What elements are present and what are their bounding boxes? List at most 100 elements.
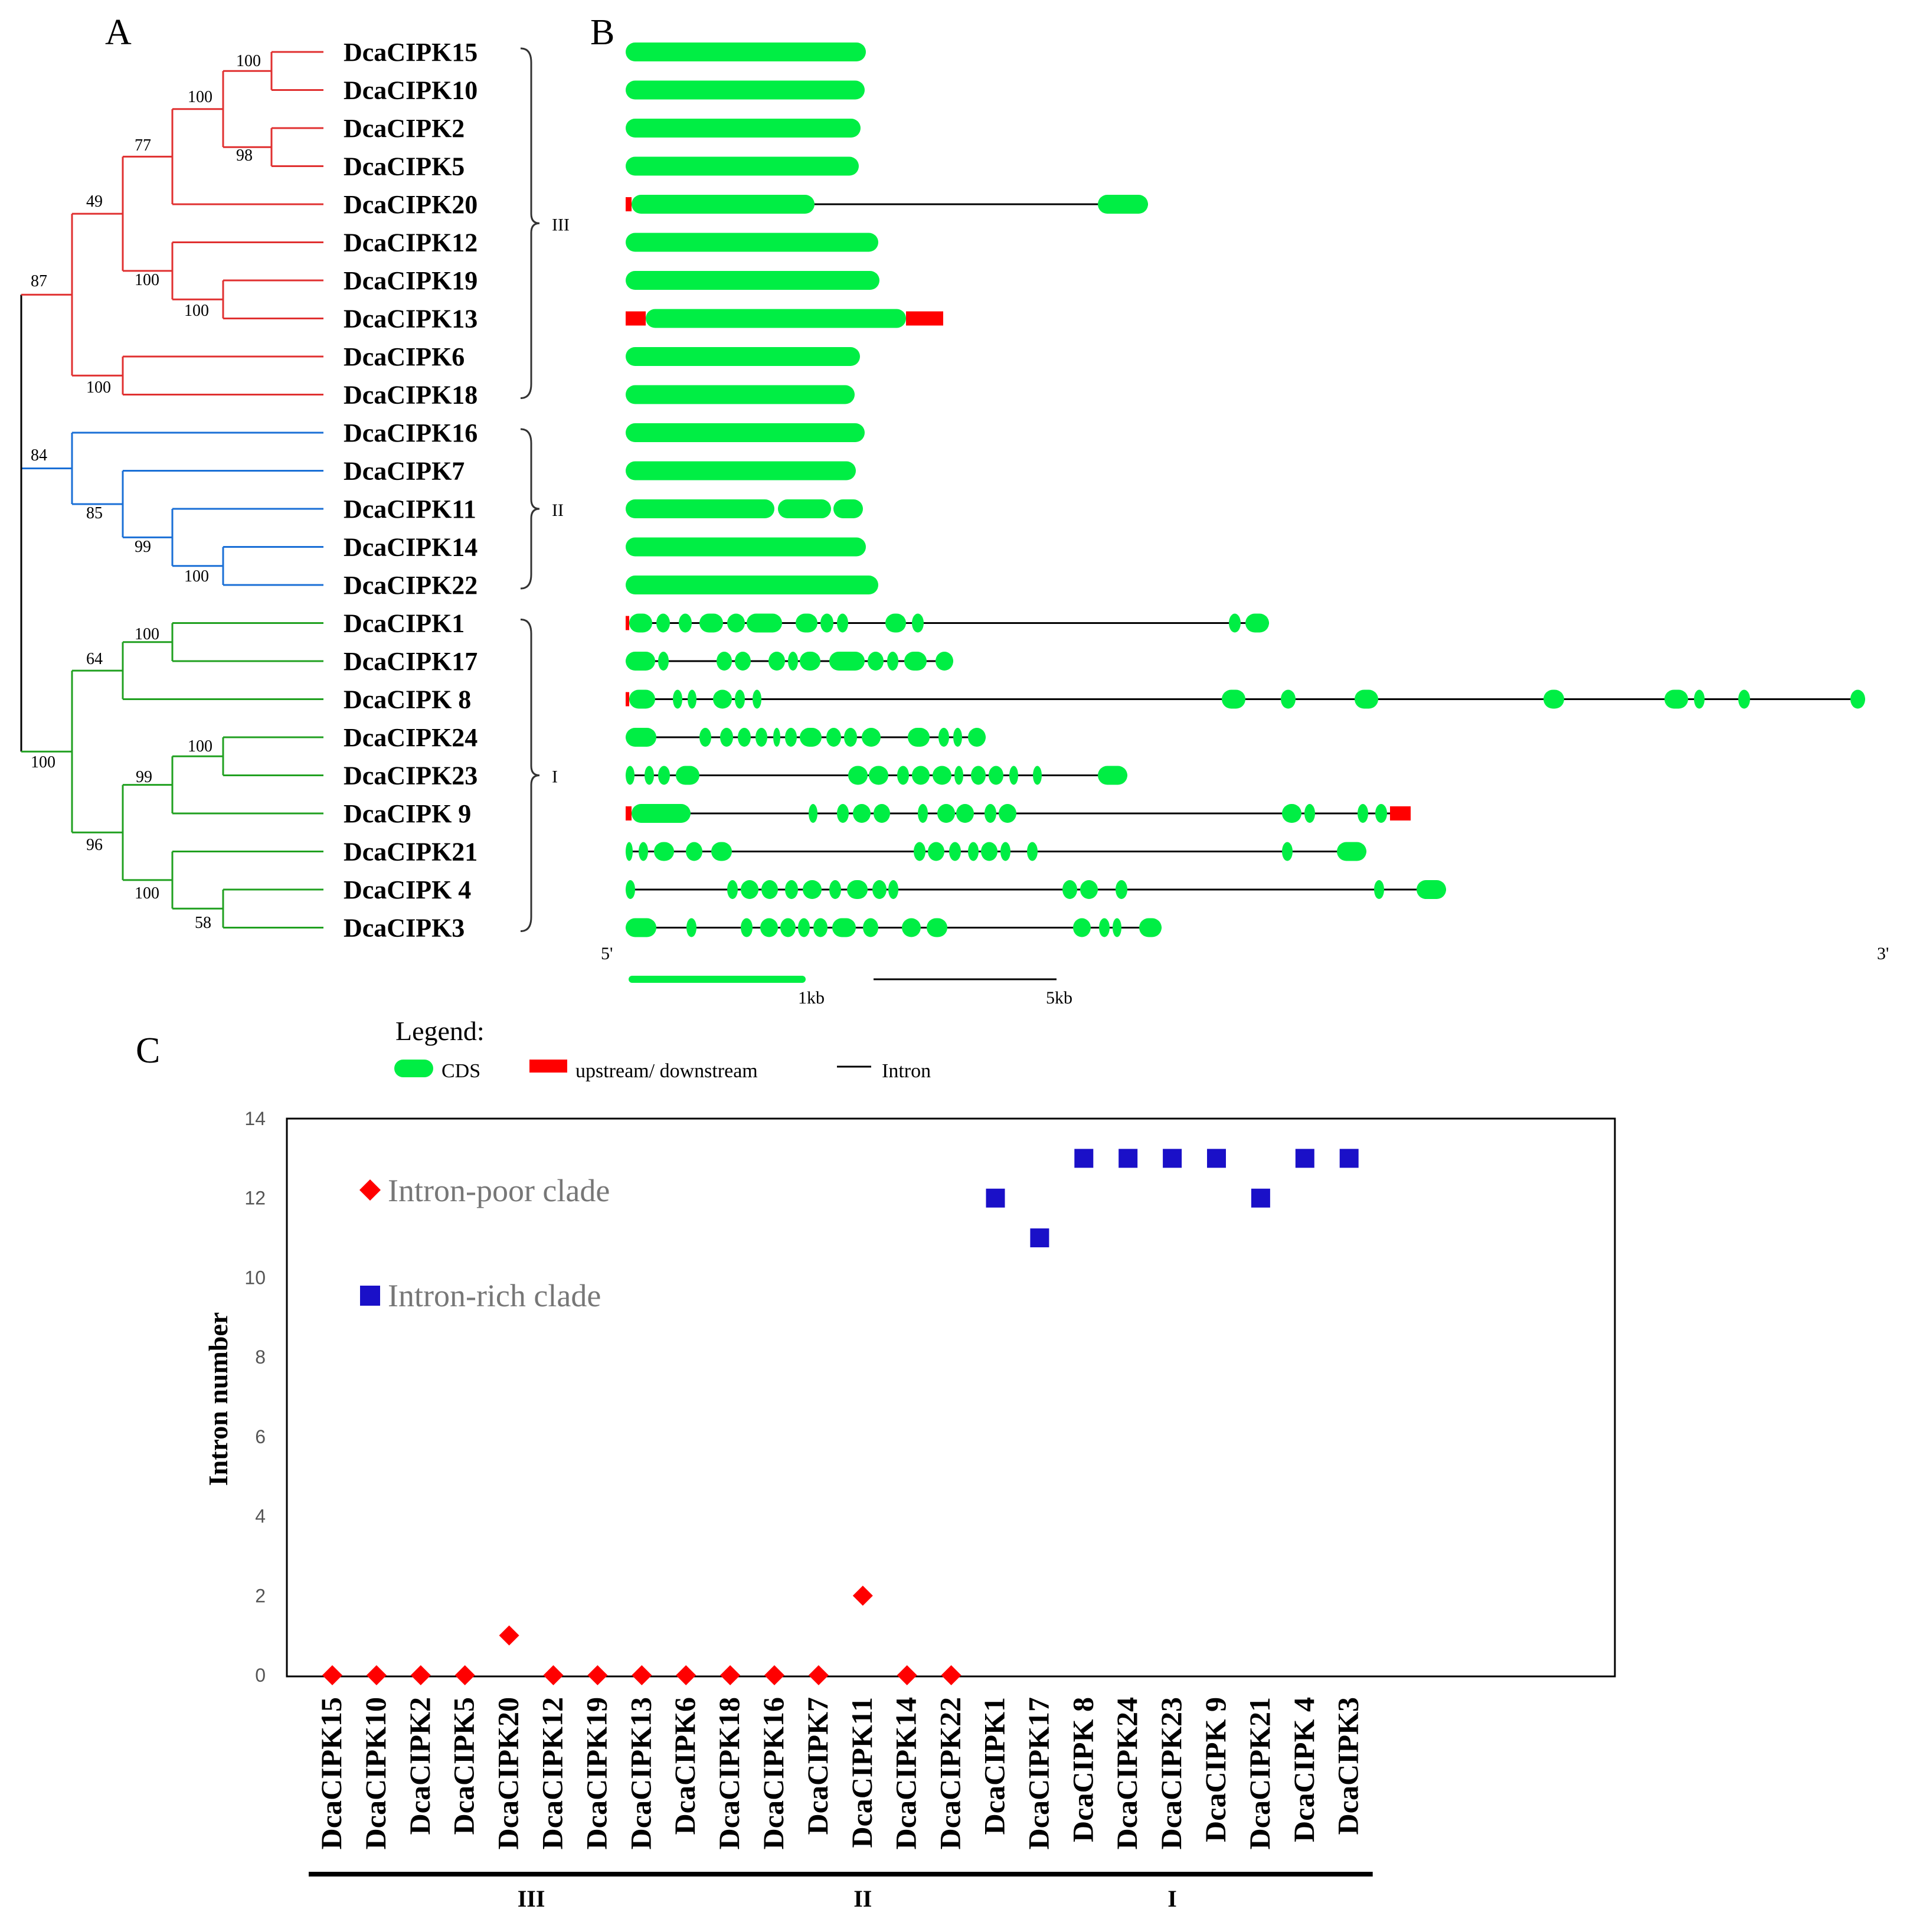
clade-bracket bbox=[520, 47, 540, 399]
bootstrap-label: 87 bbox=[31, 272, 47, 290]
cds-block bbox=[1738, 689, 1750, 709]
cds-block bbox=[761, 880, 778, 899]
bootstrap-label: 49 bbox=[86, 192, 103, 211]
cds-block bbox=[820, 613, 833, 633]
gene-label: DcaCIPK12 bbox=[344, 228, 477, 257]
x-tick-label: DcaCIPK10 bbox=[359, 1697, 392, 1849]
x-tick-label: DcaCIPK19 bbox=[580, 1697, 613, 1849]
cds-block bbox=[933, 766, 951, 785]
cds-block bbox=[1358, 804, 1368, 823]
gene-label: DcaCIPK 9 bbox=[344, 799, 471, 828]
cds-block bbox=[829, 652, 865, 671]
x-tick-label: DcaCIPK 4 bbox=[1287, 1697, 1320, 1842]
cds-block bbox=[646, 309, 906, 328]
bootstrap-label: 100 bbox=[135, 625, 159, 643]
bootstrap-label: 100 bbox=[31, 753, 55, 772]
cds-block bbox=[1694, 689, 1705, 709]
cds-block bbox=[1375, 804, 1387, 823]
gene-label: DcaCIPK22 bbox=[344, 571, 477, 600]
x-tick-label: DcaCIPK3 bbox=[1332, 1697, 1365, 1835]
cds-block bbox=[927, 918, 947, 937]
cds-block bbox=[956, 804, 974, 823]
cds-block bbox=[853, 804, 871, 823]
x-tick-label: DcaCIPK22 bbox=[934, 1697, 967, 1849]
x-tick-label: DcaCIPK20 bbox=[492, 1697, 525, 1849]
cds-block bbox=[626, 233, 878, 252]
y-tick-label: 2 bbox=[255, 1585, 266, 1606]
scale-1kb-label: 1kb bbox=[798, 988, 825, 1008]
x-tick-label: DcaCIPK2 bbox=[403, 1697, 436, 1835]
bootstrap-label: 99 bbox=[136, 768, 152, 786]
gene-label: DcaCIPK1 bbox=[344, 609, 465, 638]
x-tick-label: DcaCIPK 8 bbox=[1066, 1697, 1099, 1842]
cds-block bbox=[717, 652, 732, 671]
cds-block bbox=[768, 652, 785, 671]
y-tick-label: 10 bbox=[244, 1267, 266, 1288]
cds-block bbox=[686, 918, 696, 937]
cds-block bbox=[626, 43, 866, 61]
cds-block bbox=[912, 766, 930, 785]
intron-poor-point bbox=[852, 1586, 873, 1606]
intron-rich-point bbox=[1118, 1149, 1138, 1168]
y-tick-label: 8 bbox=[255, 1346, 266, 1368]
cds-block bbox=[999, 804, 1016, 823]
intron-poor-point bbox=[499, 1625, 519, 1646]
utr-block bbox=[626, 197, 632, 211]
chart-legend: Intron-poor clade Intron-rich clade bbox=[359, 1173, 610, 1313]
utr-block bbox=[626, 616, 629, 630]
cds-block bbox=[741, 918, 753, 937]
cds-block bbox=[1027, 842, 1038, 861]
cds-block bbox=[626, 880, 635, 899]
clade-label: III bbox=[552, 215, 570, 234]
scale-5kb-label: 5kb bbox=[1046, 988, 1072, 1008]
utr-block bbox=[906, 311, 943, 326]
clade-bracket bbox=[520, 428, 540, 590]
cds-block bbox=[753, 689, 761, 709]
cds-block bbox=[788, 652, 798, 671]
legend-diamond-icon bbox=[359, 1179, 381, 1201]
cds-block bbox=[688, 689, 696, 709]
cds-block bbox=[1850, 689, 1865, 709]
intron-rich-point bbox=[1074, 1149, 1094, 1168]
cds-block bbox=[869, 766, 888, 785]
group-label: III bbox=[518, 1885, 545, 1912]
cds-block bbox=[626, 461, 856, 480]
x-axis-labels: DcaCIPK15 DcaCIPK10 DcaCIPK2 DcaCIPK5 DcaCIP… bbox=[315, 1697, 1365, 1849]
cds-block bbox=[928, 842, 944, 861]
x-tick-label: DcaCIPK21 bbox=[1243, 1697, 1276, 1849]
cds-block bbox=[803, 880, 822, 899]
cds-block bbox=[1281, 689, 1296, 709]
cds-block bbox=[971, 766, 986, 785]
cds-block bbox=[885, 613, 906, 633]
panel-b-label: B bbox=[590, 12, 614, 53]
cds-block bbox=[778, 499, 831, 518]
x-tick-label: DcaCIPK7 bbox=[801, 1697, 834, 1835]
legend-utr-label: upstream/ downstream bbox=[575, 1060, 758, 1082]
cds-block bbox=[632, 195, 815, 214]
gene-label: DcaCIPK7 bbox=[344, 457, 465, 486]
panel-a-label: A bbox=[105, 12, 132, 53]
bootstrap-label: 100 bbox=[86, 378, 111, 397]
cds-block bbox=[798, 918, 810, 937]
bootstrap-label: 100 bbox=[184, 567, 209, 586]
cds-block bbox=[1304, 804, 1315, 823]
cds-block bbox=[626, 156, 859, 176]
cds-block bbox=[1080, 880, 1098, 899]
x-tick-label: DcaCIPK15 bbox=[315, 1697, 348, 1849]
bootstrap-label: 100 bbox=[188, 737, 212, 756]
x-tick-label: DcaCIPK5 bbox=[447, 1697, 480, 1835]
cds-block bbox=[1073, 918, 1091, 937]
cds-block bbox=[968, 728, 986, 747]
bootstrap-label: 77 bbox=[135, 136, 151, 155]
intron-poor-point bbox=[587, 1665, 608, 1685]
bootstrap-label: 100 bbox=[135, 884, 159, 903]
gene-label: DcaCIPK20 bbox=[344, 190, 477, 219]
x-tick-label: DcaCIPK24 bbox=[1110, 1697, 1143, 1849]
bootstrap-label: 100 bbox=[135, 271, 159, 289]
intron-poor-point bbox=[410, 1665, 431, 1685]
cds-block bbox=[1139, 918, 1162, 937]
utr-block bbox=[626, 311, 646, 326]
cds-block bbox=[735, 689, 745, 709]
clade-label: II bbox=[552, 501, 564, 520]
